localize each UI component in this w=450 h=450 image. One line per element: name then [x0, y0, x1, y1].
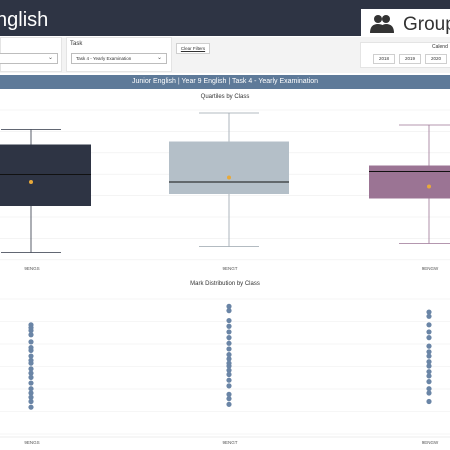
box-iqr-9engw	[369, 165, 450, 199]
dist-point-9engs	[28, 394, 34, 400]
dist-point-9engt	[226, 396, 232, 402]
dist-point-9engw	[426, 386, 432, 392]
dist-point-9engt	[226, 383, 232, 389]
chevron-down-icon: ⌄	[156, 55, 162, 61]
context-banner: Junior English | Year 9 English | Task 4…	[0, 75, 450, 89]
dist-point-9engw	[426, 335, 432, 341]
dist-point-9engw	[426, 359, 432, 365]
dist-point-9engw	[426, 369, 432, 375]
box-mean-marker	[227, 175, 231, 180]
dist-point-9engt	[226, 363, 232, 369]
dist-point-9engw	[426, 398, 432, 405]
dist-point-9engs	[28, 390, 34, 396]
clear-filters-button[interactable]: Clear Filters	[176, 43, 210, 54]
box-x-label-9engw: 9ENGW	[421, 266, 439, 271]
group-users-icon	[370, 15, 394, 33]
task-dropdown-value: Task 4 - Yearly Examination	[76, 56, 132, 61]
dist-point-9engw	[426, 313, 432, 319]
dist-point-9engt	[226, 346, 232, 352]
dist-point-9engs	[28, 374, 34, 380]
dist-x-label-9engs: 9ENGS	[24, 440, 40, 445]
dist-point-9engw	[426, 379, 432, 385]
dist-point-9engw	[426, 349, 432, 355]
dist-point-9engs	[28, 347, 34, 353]
dist-point-9engs	[28, 339, 34, 345]
dist-point-9engt	[226, 308, 232, 314]
dist-point-9engs	[28, 370, 34, 376]
box-x-label-9engt: 9ENGT	[222, 266, 238, 271]
box-iqr-9engt	[169, 141, 289, 194]
dist-point-9engw	[426, 309, 432, 315]
dist-point-9engs	[28, 327, 34, 334]
dist-point-9engs	[28, 332, 34, 338]
dist-point-9engt	[226, 377, 232, 383]
dist-point-9engt	[226, 352, 232, 358]
group-label: Group	[403, 14, 450, 35]
year-button-2020[interactable]: 2020	[425, 54, 447, 64]
dist-point-9engw	[426, 353, 432, 359]
task-filter-label: Task	[70, 41, 83, 47]
task-dropdown[interactable]: Task 4 - Yearly Examination ⌄	[71, 53, 167, 64]
dist-point-9engt	[226, 303, 232, 309]
group-card[interactable]: Group	[361, 9, 450, 42]
calendar-label: Calend	[432, 44, 448, 50]
dist-point-9engw	[426, 343, 432, 349]
dist-point-9engt	[226, 317, 232, 324]
dist-point-9engt	[226, 367, 232, 373]
year-button-2018[interactable]: 2018	[373, 54, 395, 64]
dist-x-label-9engw: 9ENGW	[421, 440, 439, 445]
dist-point-9engw	[426, 373, 432, 379]
dist-point-9engw	[426, 329, 432, 335]
chevron-down-icon: ⌄	[47, 55, 53, 61]
dist-point-9engs	[28, 353, 34, 359]
dist-point-9engs	[28, 380, 34, 386]
dist-point-9engw	[426, 363, 432, 369]
dist-point-9engt	[226, 401, 232, 407]
dist-point-9engt	[226, 335, 232, 341]
dist-point-9engs	[28, 398, 34, 405]
dist-point-9engs	[28, 404, 34, 410]
dist-point-9engw	[426, 322, 432, 328]
filter-dropdown-left[interactable]: ⌄	[0, 53, 58, 64]
year-button-2019[interactable]: 2019	[399, 54, 421, 64]
dist-point-9engt	[226, 356, 232, 362]
dist-point-9engt	[226, 371, 232, 378]
box-iqr-9engs	[0, 144, 91, 206]
quartiles-chart-title: Quartiles by Class	[200, 94, 250, 100]
dist-point-9engs	[28, 366, 34, 372]
dist-point-9engs	[28, 386, 34, 392]
dist-point-9engt	[226, 329, 232, 335]
page-title: nglish	[0, 9, 49, 31]
dist-point-9engw	[426, 390, 432, 396]
dist-point-9engt	[226, 391, 232, 397]
box-mean-marker	[29, 180, 33, 184]
dist-point-9engs	[28, 360, 34, 366]
box-x-label-9engs: 9ENGS	[24, 266, 40, 271]
dist-point-9engt	[226, 323, 232, 329]
dist-x-label-9engt: 9ENGT	[222, 440, 238, 445]
box-mean-marker	[427, 184, 431, 189]
distribution-chart-title: Mark Distribution by Class	[190, 281, 260, 287]
dist-point-9engt	[226, 340, 232, 346]
